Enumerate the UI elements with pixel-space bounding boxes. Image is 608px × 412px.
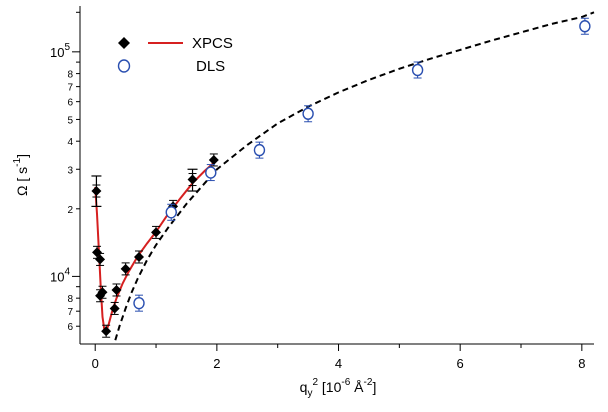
legend-xpcs-label: XPCS [192,35,233,52]
dls-point [253,143,266,157]
xpcs-point [151,227,162,238]
dls-point [302,107,314,120]
xpcs-point [111,284,122,295]
data-points [91,17,591,338]
xpcs-point [92,247,103,258]
xpcs-point [101,326,112,337]
y-minor-tick-label: 6 [67,322,73,333]
y-minor-tick-label: 6 [67,98,73,109]
x-tick-label: 4 [335,356,342,371]
y-minor-tick-label: 7 [67,307,73,318]
y-minor-tick-label: 8 [67,70,73,81]
x-tick-label: 0 [92,356,99,371]
axis-titles: qy2 [10-6 Å-2] Ω [ s-1] [12,154,376,399]
dls-point [165,206,177,219]
y-minor-tick-label: 4 [67,137,73,148]
legend: XPCS DLS [117,35,233,75]
x-tick-label: 2 [213,356,220,371]
legend-dls-marker [117,59,131,73]
fit-lines [94,11,595,341]
xpcs-point [134,252,145,263]
axes: 0 2 4 6 8 104 105 6 7 8 2 3 4 5 6 7 8 [50,6,594,371]
dls-point [411,63,424,77]
y-minor-tick-label: 5 [67,115,73,126]
legend-xpcs-marker [118,37,130,49]
dls-point [579,20,591,33]
dls-point [205,166,217,179]
y-minor-tick-label: 8 [67,294,73,305]
xpcs-point [97,287,108,298]
y-minor-tick-label: 7 [67,83,73,94]
y-axis-title: Ω [ s-1] [12,154,30,196]
dashed-model-line [114,11,595,341]
dls-point [133,296,145,310]
x-tick-label: 8 [578,356,585,371]
xpcs-point [187,174,198,185]
y-major-tick-label: 104 [50,266,70,284]
xpcs-point [91,186,102,197]
y-minor-tick-label: 3 [67,165,73,176]
y-major-tick-label: 105 [50,42,70,60]
y-minor-tick-label: 2 [67,205,73,216]
legend-dls-label: DLS [196,58,225,75]
xpcs-point [208,154,219,165]
xpcs-point [120,263,131,274]
xpcs-point [109,303,120,314]
x-axis-title: qy2 [10-6 Å-2] [300,377,377,399]
x-tick-label: 6 [457,356,464,371]
xpcs-point [95,254,106,265]
